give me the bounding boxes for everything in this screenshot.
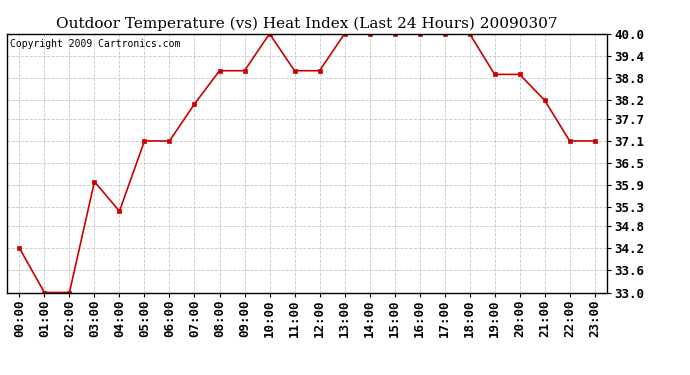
Title: Outdoor Temperature (vs) Heat Index (Last 24 Hours) 20090307: Outdoor Temperature (vs) Heat Index (Las… [57, 17, 558, 31]
Text: Copyright 2009 Cartronics.com: Copyright 2009 Cartronics.com [10, 39, 180, 49]
